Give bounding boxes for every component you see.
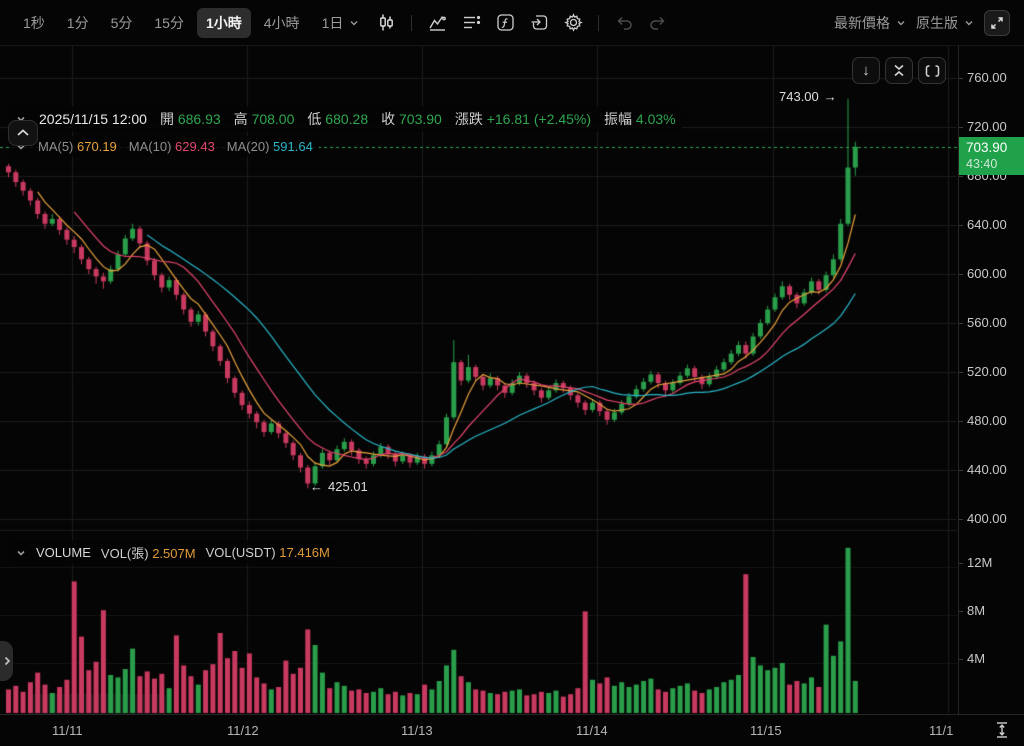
- arrow-right-icon: →: [823, 89, 837, 104]
- close-label: 收: [381, 111, 396, 127]
- last-price-value: 703.90: [966, 140, 1008, 155]
- volume-header: VOLUME VOL(張) 2.507M VOL(USDT) 17.416M: [10, 540, 336, 565]
- chart-variant-dropdown[interactable]: 原生版: [916, 13, 974, 33]
- indicators-icon[interactable]: [422, 8, 452, 38]
- fullscreen-icon[interactable]: [918, 57, 946, 84]
- session-high-annotation: 743.00 →: [779, 89, 837, 104]
- vol-usdt-value: 17.416M: [279, 545, 330, 560]
- close-value: 703.90: [399, 111, 442, 127]
- price-axis-label: 640.00: [967, 217, 1007, 232]
- chevron-down-icon: [897, 20, 905, 25]
- download-icon[interactable]: ↓: [852, 57, 880, 84]
- change-label: 漲跌: [454, 111, 483, 127]
- ma20-label: MA(20): [226, 139, 270, 154]
- ma5-label: MA(5): [38, 139, 74, 154]
- low-label: 低: [307, 111, 322, 127]
- chart-region: 2025/11/15 12:00 開 686.93 高 708.00 低 680…: [0, 46, 1024, 746]
- volume-axis-label: 12M: [967, 555, 993, 570]
- time-axis[interactable]: 11/11 11/12 11/13 11/14 11/15 11/1: [0, 714, 1024, 746]
- price-mode-label: 最新價格: [834, 14, 890, 31]
- toolbar-divider: [598, 14, 600, 31]
- timeframe-1h[interactable]: 1小時: [196, 7, 251, 38]
- high-label: 高: [233, 111, 248, 127]
- price-axis[interactable]: 760.00 720.00 680.00 640.00 600.00 560.0…: [958, 46, 1024, 746]
- price-axis-label: 440.00: [967, 462, 1007, 477]
- chevron-down-icon[interactable]: [16, 142, 26, 152]
- time-axis-label: 11/12: [227, 723, 259, 738]
- toolbar-divider: [411, 14, 413, 31]
- price-axis-label: 560.00: [967, 315, 1007, 330]
- arrow-left-icon: ←: [310, 479, 323, 494]
- open-label: 開: [159, 111, 174, 127]
- fullscreen-expand-icon[interactable]: [984, 9, 1010, 36]
- volume-axis-label: 8M: [967, 603, 986, 618]
- ma-indicator-row: MA(5) 670.19 MA(10) 629.43 MA(20) 591.64: [10, 136, 319, 157]
- amplitude-label: 振幅: [604, 111, 633, 127]
- price-axis-label: 480.00: [967, 413, 1007, 428]
- time-axis-label: 11/11: [52, 723, 83, 738]
- price-axis-label: 520.00: [967, 364, 1007, 379]
- time-axis-label: 11/13: [401, 723, 433, 738]
- collapse-pane-button[interactable]: [8, 120, 38, 146]
- chevron-right-icon: [4, 656, 10, 666]
- collapse-vertical-icon[interactable]: [885, 57, 913, 84]
- price-axis-label: 600.00: [967, 266, 1007, 281]
- price-axis-label: 400.00: [967, 511, 1007, 526]
- timeframe-5m[interactable]: 5分: [110, 14, 133, 31]
- session-low-annotation: ← 425.01: [310, 479, 368, 494]
- undo-icon[interactable]: [609, 8, 639, 38]
- timeframe-15m[interactable]: 15分: [154, 14, 184, 31]
- candle-datetime: 2025/11/15 12:00: [39, 111, 147, 127]
- chevron-down-icon[interactable]: [16, 548, 26, 558]
- ma20-value: 591.64: [273, 139, 313, 154]
- timeframe-4h[interactable]: 4小時: [263, 14, 300, 31]
- high-value: 708.00: [251, 111, 295, 127]
- volume-axis-label: 4M: [967, 651, 986, 666]
- ma10-label: MA(10): [128, 139, 172, 154]
- vol-usdt-label: VOL(USDT): [205, 545, 276, 560]
- last-price-badge: 703.90 43:40: [959, 137, 1024, 175]
- chart-style-candlestick-icon[interactable]: [371, 8, 401, 38]
- replay-icon[interactable]: [524, 8, 554, 38]
- amplitude-value: 4.03%: [635, 111, 676, 127]
- chevron-down-icon: [349, 18, 359, 28]
- price-axis-label: 760.00: [967, 70, 1007, 85]
- time-axis-label: 11/15: [750, 723, 782, 738]
- chevron-up-icon: [17, 129, 29, 136]
- side-panel-handle[interactable]: [0, 641, 13, 681]
- formula-icon[interactable]: [490, 8, 520, 38]
- toolbar-right-group: 最新價格 原生版: [834, 9, 1010, 36]
- low-value: 680.28: [325, 111, 369, 127]
- chart-variant-label: 原生版: [916, 14, 958, 31]
- vol-value: 2.507M: [152, 546, 196, 561]
- session-low-value: 425.01: [328, 479, 368, 494]
- chevron-down-icon: [965, 20, 973, 25]
- timeframe-1s[interactable]: 1秒: [23, 14, 45, 31]
- gear-icon[interactable]: [558, 8, 588, 38]
- time-axis-label: 11/1: [929, 723, 954, 738]
- timeframe-1d[interactable]: 1日: [321, 14, 344, 31]
- candlestick-chart-canvas[interactable]: [0, 46, 1024, 746]
- price-axis-label: 720.00: [967, 119, 1007, 134]
- session-high-value: 743.00: [779, 89, 819, 104]
- candle-countdown: 43:40: [966, 157, 998, 171]
- axis-scale-icon[interactable]: [994, 721, 1010, 739]
- top-toolbar: 1秒 1分 5分 15分 1小時 4小時 1日: [0, 0, 1024, 46]
- ma10-value: 629.43: [175, 139, 215, 154]
- vol-label: VOL(張): [100, 546, 149, 561]
- ma5-value: 670.19: [77, 139, 117, 154]
- time-axis-label: 11/14: [576, 723, 608, 738]
- timeframe-1m[interactable]: 1分: [66, 14, 89, 31]
- volume-title: VOLUME: [36, 545, 91, 560]
- open-value: 686.93: [177, 111, 221, 127]
- price-mode-dropdown[interactable]: 最新價格: [834, 13, 906, 33]
- redo-icon[interactable]: [643, 8, 673, 38]
- ohlc-info-bar: 2025/11/15 12:00 開 686.93 高 708.00 低 680…: [10, 106, 682, 132]
- chart-action-buttons: ↓: [852, 57, 946, 84]
- change-value: +16.81 (+2.45%): [486, 111, 592, 127]
- timeframe-1d-dropdown[interactable]: 1日: [313, 8, 360, 38]
- list-icon[interactable]: [456, 8, 486, 38]
